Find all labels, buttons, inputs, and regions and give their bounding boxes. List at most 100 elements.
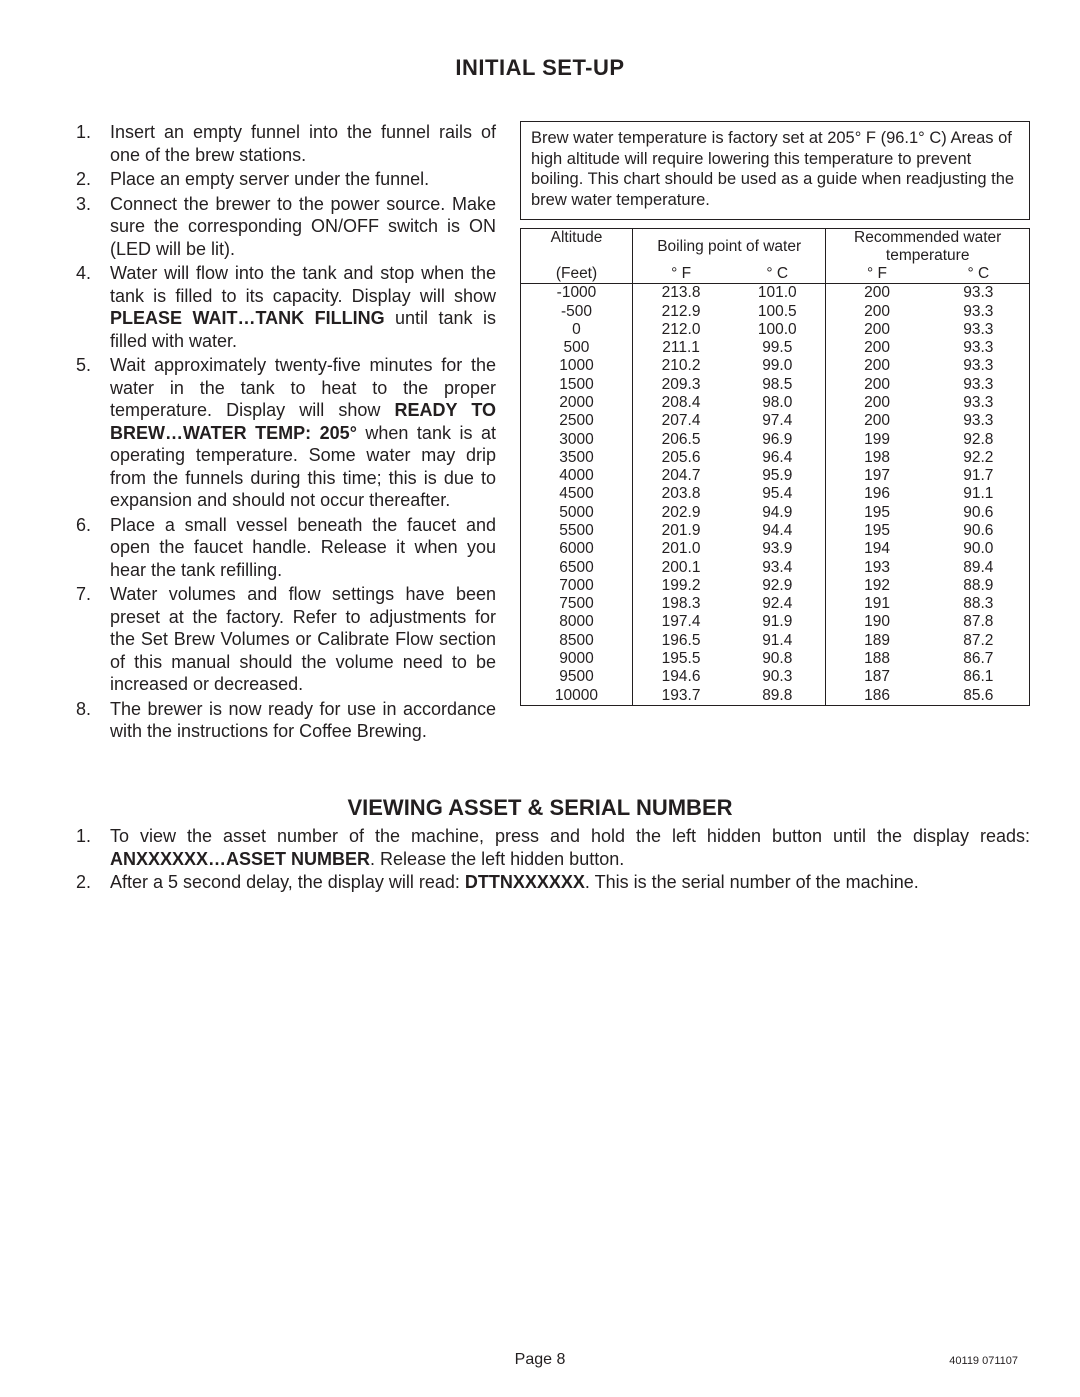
table-cell: 3000 <box>521 431 633 449</box>
table-cell: 96.9 <box>729 431 826 449</box>
table-cell: 93.3 <box>928 321 1030 339</box>
th-rec-f: ° F <box>826 265 928 284</box>
table-cell: 98.0 <box>729 394 826 412</box>
table-cell: 10000 <box>521 687 633 706</box>
table-cell: 199.2 <box>632 577 729 595</box>
table-cell: 86.7 <box>928 650 1030 668</box>
table-row: 0212.0100.020093.3 <box>521 321 1030 339</box>
table-cell: 2000 <box>521 394 633 412</box>
table-row: 8500196.591.418987.2 <box>521 632 1030 650</box>
table-cell: 199 <box>826 431 928 449</box>
table-row: 5500201.994.419590.6 <box>521 522 1030 540</box>
table-cell: 200.1 <box>632 559 729 577</box>
table-cell: 203.8 <box>632 485 729 503</box>
step-bold: DTTNXXXXXX <box>465 872 585 892</box>
table-cell: 95.4 <box>729 485 826 503</box>
table-cell: 93.3 <box>928 303 1030 321</box>
table-cell: 195 <box>826 504 928 522</box>
table-cell: 90.8 <box>729 650 826 668</box>
table-cell: 7000 <box>521 577 633 595</box>
table-cell: 500 <box>521 339 633 357</box>
setup-step: Place a small vessel beneath the faucet … <box>96 514 496 582</box>
table-cell: 201.9 <box>632 522 729 540</box>
table-cell: 92.4 <box>729 595 826 613</box>
table-cell: 91.9 <box>729 613 826 631</box>
table-cell: 89.4 <box>928 559 1030 577</box>
table-row: 1500209.398.520093.3 <box>521 376 1030 394</box>
table-cell: 89.8 <box>729 687 826 706</box>
table-cell: 100.5 <box>729 303 826 321</box>
step-text: To view the asset number of the machine,… <box>110 826 1030 846</box>
altitude-panel: Brew water temperature is factory set at… <box>520 121 1030 706</box>
table-row: 9000195.590.818886.7 <box>521 650 1030 668</box>
table-cell: 202.9 <box>632 504 729 522</box>
table-cell: 197 <box>826 467 928 485</box>
setup-step: Water volumes and flow settings have bee… <box>96 583 496 696</box>
table-cell: 92.9 <box>729 577 826 595</box>
table-cell: 200 <box>826 412 928 430</box>
page-title: INITIAL SET-UP <box>50 55 1030 81</box>
table-row: 2500207.497.420093.3 <box>521 412 1030 430</box>
table-cell: 197.4 <box>632 613 729 631</box>
table-cell: 4000 <box>521 467 633 485</box>
table-cell: 99.0 <box>729 357 826 375</box>
table-cell: 194 <box>826 540 928 558</box>
table-cell: 93.3 <box>928 394 1030 412</box>
table-cell: 204.7 <box>632 467 729 485</box>
table-cell: 93.9 <box>729 540 826 558</box>
table-cell: 93.3 <box>928 284 1030 303</box>
manual-page: INITIAL SET-UP Insert an empty funnel in… <box>0 0 1080 1397</box>
table-cell: 98.5 <box>729 376 826 394</box>
table-row: 500211.199.520093.3 <box>521 339 1030 357</box>
table-cell: 195 <box>826 522 928 540</box>
table-cell: 87.2 <box>928 632 1030 650</box>
table-cell: 195.5 <box>632 650 729 668</box>
table-row: 3500205.696.419892.2 <box>521 449 1030 467</box>
th-bp-c: ° C <box>729 265 826 284</box>
step-bold: PLEASE WAIT…TANK FILLING <box>110 308 385 328</box>
table-cell: 93.3 <box>928 412 1030 430</box>
table-cell: 101.0 <box>729 284 826 303</box>
table-cell: 91.7 <box>928 467 1030 485</box>
table-row: 2000208.498.020093.3 <box>521 394 1030 412</box>
table-cell: 194.6 <box>632 668 729 686</box>
table-cell: 91.1 <box>928 485 1030 503</box>
th-bp-f: ° F <box>632 265 729 284</box>
table-cell: 87.8 <box>928 613 1030 631</box>
table-cell: 210.2 <box>632 357 729 375</box>
table-cell: 193.7 <box>632 687 729 706</box>
table-cell: 200 <box>826 303 928 321</box>
table-row: 7000199.292.919288.9 <box>521 577 1030 595</box>
table-row: 9500194.690.318786.1 <box>521 668 1030 686</box>
table-row: 4500203.895.419691.1 <box>521 485 1030 503</box>
setup-step: Wait approximately twenty-five minutes f… <box>96 354 496 512</box>
table-cell: 93.3 <box>928 376 1030 394</box>
table-cell: 95.9 <box>729 467 826 485</box>
table-cell: 4500 <box>521 485 633 503</box>
table-cell: 8500 <box>521 632 633 650</box>
table-cell: 189 <box>826 632 928 650</box>
step-text: Place a small vessel beneath the faucet … <box>110 515 496 580</box>
table-row: -500212.9100.520093.3 <box>521 303 1030 321</box>
setup-step: The brewer is now ready for use in accor… <box>96 698 496 743</box>
altitude-table: Altitude (Feet) Boiling point of water R… <box>520 228 1030 706</box>
step-text: The brewer is now ready for use in accor… <box>110 699 496 742</box>
table-cell: 207.4 <box>632 412 729 430</box>
th-boiling: Boiling point of water <box>657 238 801 255</box>
step-text: . Release the left hidden button. <box>370 849 624 869</box>
table-cell: 187 <box>826 668 928 686</box>
table-cell: 7500 <box>521 595 633 613</box>
table-cell: 1500 <box>521 376 633 394</box>
table-cell: 93.3 <box>928 357 1030 375</box>
table-cell: 200 <box>826 357 928 375</box>
table-cell: 200 <box>826 394 928 412</box>
table-row: 5000202.994.919590.6 <box>521 504 1030 522</box>
setup-step: Connect the brewer to the power source. … <box>96 193 496 261</box>
table-cell: 90.0 <box>928 540 1030 558</box>
table-cell: 212.0 <box>632 321 729 339</box>
table-cell: 3500 <box>521 449 633 467</box>
table-cell: 192 <box>826 577 928 595</box>
table-cell: -1000 <box>521 284 633 303</box>
table-cell: 200 <box>826 284 928 303</box>
table-row: 8000197.491.919087.8 <box>521 613 1030 631</box>
